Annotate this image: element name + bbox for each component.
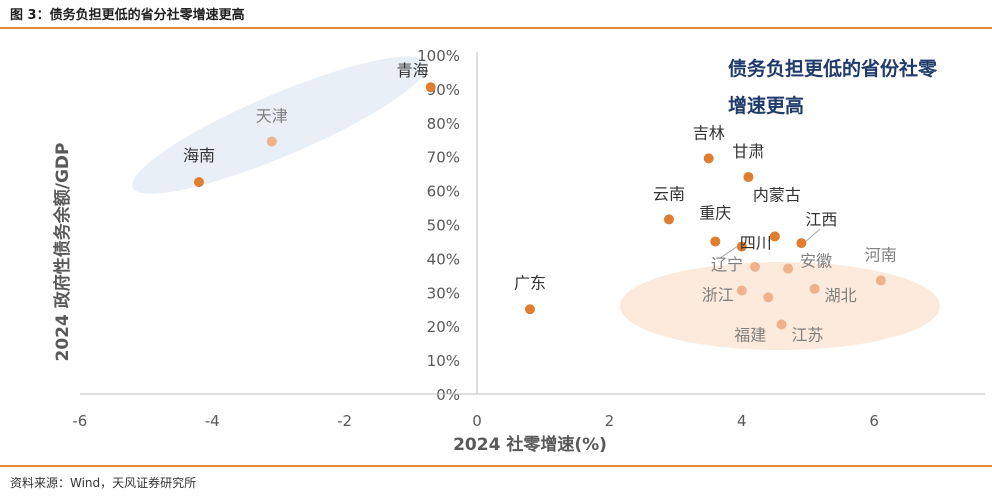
data-point bbox=[763, 292, 774, 303]
y-tick-label: 100% bbox=[417, 47, 460, 65]
point-label: 天津 bbox=[256, 106, 288, 125]
point-label: 河南 bbox=[865, 245, 897, 264]
point-label: 安徽 bbox=[800, 252, 832, 271]
point-label: 浙江 bbox=[702, 286, 734, 305]
y-tick-label: 30% bbox=[427, 284, 460, 302]
x-tick-label: 6 bbox=[869, 412, 879, 430]
point-label: 江苏 bbox=[792, 326, 824, 345]
figure-title: 图 3：债务负担更低的省分社零增速更高 bbox=[10, 8, 245, 23]
point-label: 江西 bbox=[805, 210, 837, 229]
y-tick-label: 80% bbox=[427, 115, 460, 133]
data-point bbox=[736, 241, 747, 252]
point-label: 青海 bbox=[397, 61, 429, 80]
data-point bbox=[750, 261, 761, 272]
data-point bbox=[663, 214, 674, 225]
bottom-rule bbox=[0, 465, 992, 467]
point-label: 广东 bbox=[514, 273, 546, 292]
point-label: 辽宁 bbox=[711, 255, 743, 274]
y-tick-label: 20% bbox=[427, 318, 460, 336]
y-tick-label: 60% bbox=[427, 183, 460, 201]
data-point bbox=[743, 172, 754, 183]
data-point bbox=[776, 319, 787, 330]
source-note: 资料来源：Wind，天风证券研究所 bbox=[10, 476, 197, 490]
scatter-chart: -6 -4 -2 0 2 4 60%10%20%30%40%50%60%70%80%90%1… bbox=[52, 47, 985, 455]
y-tick-label: 70% bbox=[427, 149, 460, 167]
x-axis-title: 2024 社零增速(%) bbox=[453, 434, 607, 455]
y-tick-label: 10% bbox=[427, 352, 460, 370]
data-point bbox=[703, 153, 714, 164]
point-label: 内蒙古 bbox=[753, 185, 801, 204]
y-tick-label: 40% bbox=[427, 250, 460, 268]
data-point bbox=[796, 238, 807, 249]
x-tick-label: 4 bbox=[737, 412, 747, 430]
x-tick-label: -6 bbox=[72, 412, 87, 430]
data-point bbox=[809, 283, 820, 294]
y-axis-title: 2024 政府性债务余额/GDP bbox=[52, 143, 73, 362]
data-point bbox=[783, 263, 794, 274]
leader-liaoning bbox=[719, 245, 739, 259]
data-point bbox=[193, 177, 204, 188]
x-tick-label: -2 bbox=[337, 412, 352, 430]
data-point bbox=[710, 236, 721, 247]
x-tick-label: 2 bbox=[605, 412, 615, 430]
point-label: 海南 bbox=[183, 146, 215, 165]
top-rule bbox=[0, 27, 992, 29]
point-label: 福建 bbox=[734, 325, 766, 344]
data-point bbox=[769, 231, 780, 242]
point-label: 云南 bbox=[653, 184, 685, 203]
data-point bbox=[425, 82, 436, 93]
high-debt-ellipse bbox=[132, 56, 428, 194]
x-tick-label: 0 bbox=[472, 412, 482, 430]
data-point bbox=[266, 136, 277, 147]
x-tick-label: -4 bbox=[205, 412, 220, 430]
point-label: 湖北 bbox=[825, 286, 857, 305]
point-label: 吉林 bbox=[693, 123, 725, 142]
leader-jiangxi bbox=[803, 228, 821, 244]
data-point bbox=[875, 275, 886, 286]
y-tick-label: 0% bbox=[436, 386, 460, 404]
annotation-line-2: 增速更高 bbox=[728, 94, 804, 117]
annotation-line-1: 债务负担更低的省份社零 bbox=[728, 57, 938, 80]
data-point bbox=[736, 285, 747, 296]
data-point bbox=[524, 304, 535, 315]
point-label: 重庆 bbox=[699, 203, 731, 222]
low-debt-ellipse bbox=[620, 262, 940, 350]
point-label: 甘肃 bbox=[732, 142, 764, 161]
point-label: 四川 bbox=[740, 234, 772, 253]
y-tick-label: 50% bbox=[427, 217, 460, 235]
